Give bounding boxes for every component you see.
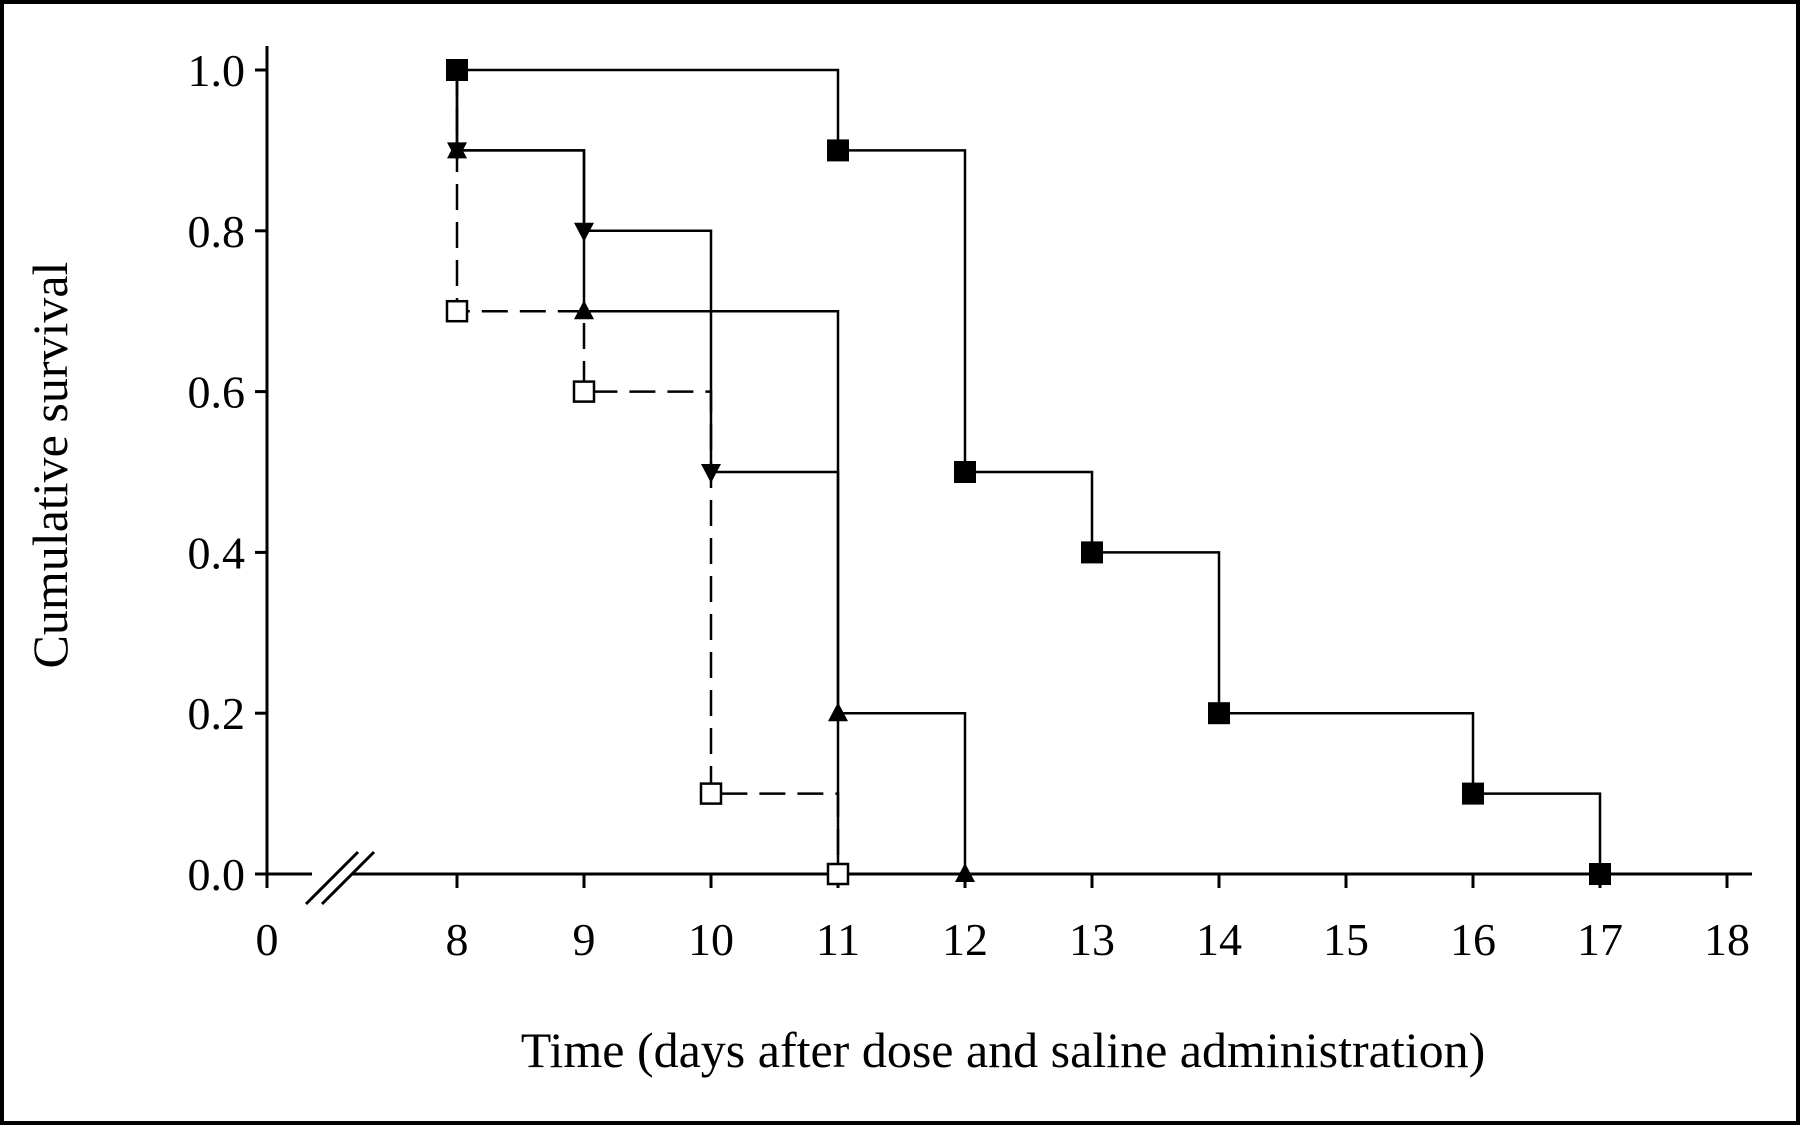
y-tick-label: 0.2: [188, 688, 246, 739]
survival-curve: [455, 70, 840, 874]
data-point: [1589, 863, 1611, 885]
y-tick-label: 0.4: [188, 527, 246, 578]
data-point: [1081, 541, 1103, 564]
data-point: [445, 299, 469, 323]
y-tick-label: 0.6: [188, 367, 246, 418]
data-point: [572, 380, 596, 403]
y-tick-label: 0.8: [188, 206, 246, 257]
survival-curve: [455, 70, 967, 874]
data-point: [826, 862, 850, 886]
x-tick-label: 13: [1069, 914, 1115, 965]
data-point: [1208, 702, 1230, 725]
data-point: [827, 139, 849, 162]
axis-break-mark: [304, 850, 360, 906]
x-tick-label: 10: [688, 914, 734, 965]
data-point: [699, 782, 723, 805]
x-axis-title: Time (days after dose and saline adminis…: [521, 1022, 1486, 1078]
x-tick-label: 8: [446, 914, 469, 965]
y-tick-label: 0.0: [188, 849, 246, 900]
x-tick-label: 9: [573, 914, 596, 965]
y-axis-title: Cumulative survival: [22, 262, 78, 669]
data-point: [701, 464, 721, 483]
data-point: [447, 139, 467, 159]
data-point: [954, 461, 976, 483]
data-point: [955, 863, 975, 882]
x-tick-label: 14: [1196, 914, 1242, 965]
data-point: [574, 300, 594, 320]
x-tick-label: 17: [1577, 914, 1623, 965]
x-tick-label: 0: [256, 914, 279, 965]
data-point: [574, 222, 594, 242]
data-point: [446, 59, 468, 81]
x-tick-label: 18: [1704, 914, 1750, 965]
x-tick-label: 11: [816, 914, 860, 965]
axis-break-mark: [320, 850, 376, 906]
x-tick-label: 16: [1450, 914, 1496, 965]
data-point: [1462, 782, 1484, 805]
x-tick-label: 12: [942, 914, 988, 965]
data-point: [828, 702, 848, 722]
y-tick-label: 1.0: [188, 45, 246, 96]
x-tick-label: 15: [1323, 914, 1369, 965]
